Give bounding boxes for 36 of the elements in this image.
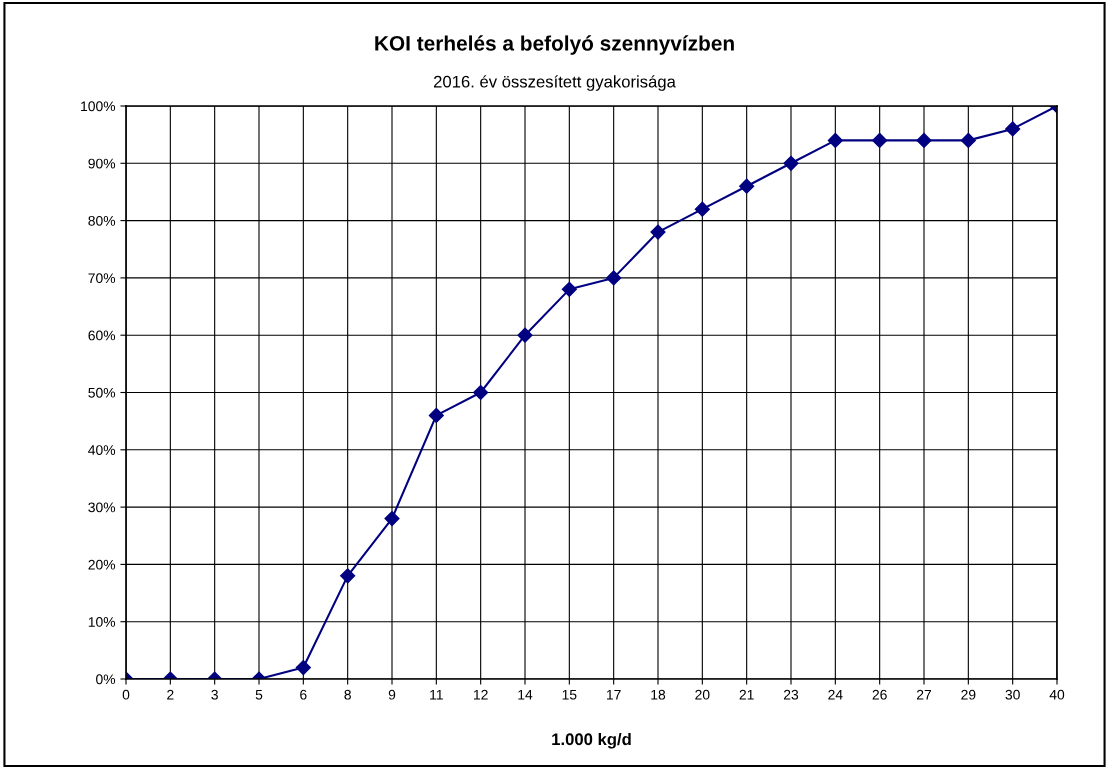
x-tick-label: 17 — [607, 689, 621, 700]
y-tick-label: 90% — [88, 158, 116, 169]
x-tick-label: 5 — [255, 689, 263, 700]
x-tick-label: 23 — [783, 689, 799, 700]
x-tick-label: 0 — [122, 689, 130, 700]
x-tick-label: 12 — [474, 689, 488, 700]
x-tick-label: 26 — [872, 689, 887, 700]
x-tick-label: 9 — [388, 689, 396, 700]
y-tick-label: 20% — [88, 559, 116, 570]
x-tick-label: 24 — [828, 689, 843, 700]
x-tick-label: 2 — [167, 689, 174, 700]
x-tick-label: 21 — [739, 689, 754, 700]
x-tick-label: 8 — [344, 689, 351, 700]
y-tick-label: 40% — [88, 445, 116, 455]
y-tick-label: 30% — [88, 502, 116, 513]
y-tick-label: 80% — [88, 215, 116, 226]
y-tick-label: 0% — [96, 674, 116, 685]
x-tick-label: 29 — [961, 689, 976, 700]
y-tick-label: 10% — [88, 617, 116, 627]
x-tick-label: 27 — [916, 689, 932, 700]
x-tick-label: 6 — [300, 689, 307, 700]
x-tick-label: 40 — [1049, 689, 1065, 700]
y-tick-label: 100% — [81, 101, 116, 112]
x-tick-label: 14 — [518, 689, 533, 700]
x-tick-label: 11 — [430, 689, 443, 700]
chart-subtitle: 2016. év összesített gyakorisága — [433, 75, 676, 91]
y-tick-label: 60% — [88, 330, 116, 341]
x-tick-label: 20 — [695, 689, 710, 700]
y-tick-label: 70% — [88, 273, 116, 284]
x-tick-label: 15 — [562, 689, 577, 700]
x-tick-label: 3 — [211, 689, 218, 700]
x-axis-title: 1.000 kg/d — [552, 732, 631, 749]
x-tick-label: 18 — [651, 689, 666, 700]
chart-title: KOI terhelés a befolyó szennyvízben — [375, 35, 734, 55]
x-tick-label: 30 — [1005, 689, 1020, 700]
y-tick-label: 50% — [88, 387, 116, 398]
